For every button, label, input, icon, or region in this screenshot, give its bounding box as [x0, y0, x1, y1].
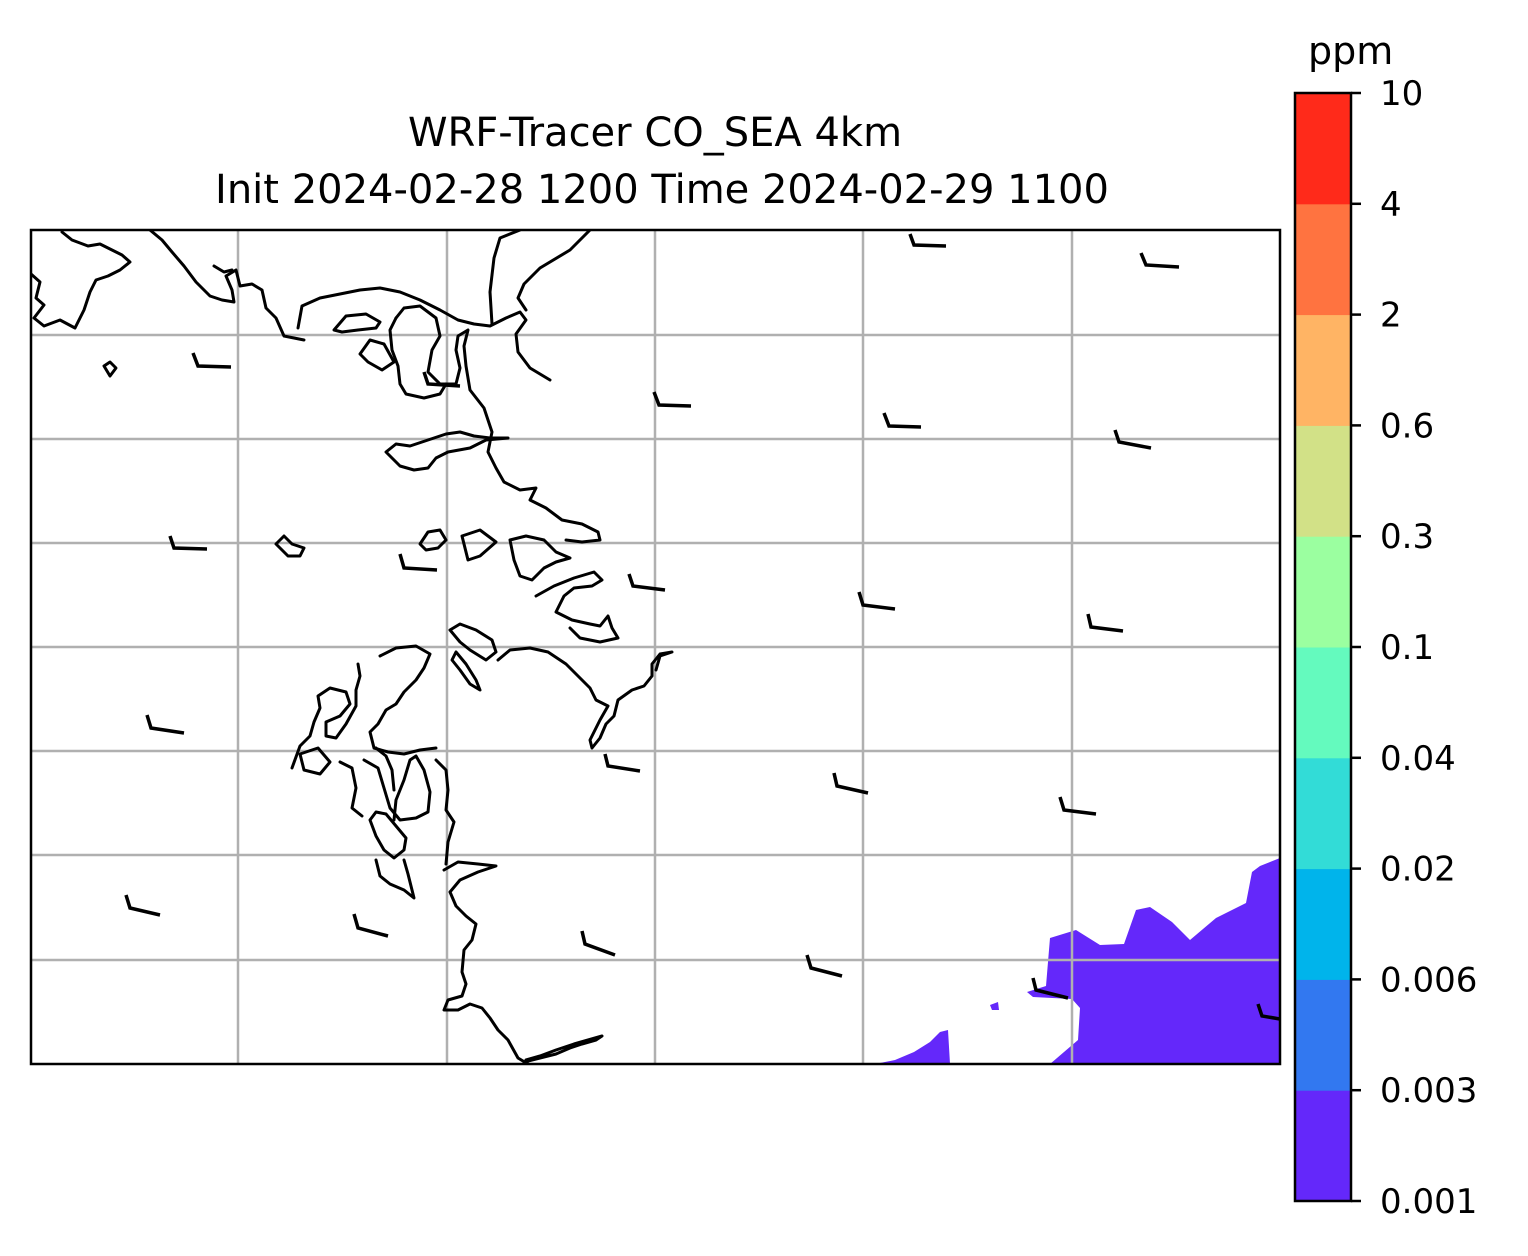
wind-barb — [1256, 1003, 1280, 1021]
colorbar: 0.001 0.003 0.006 0.02 0.04 0.1 0.3 0.6 2 4 10 ppm — [1293, 29, 1477, 1222]
colorbar-segment — [1295, 1090, 1351, 1202]
title-line-2: Init 2024-02-28 1200 Time 2024-02-29 110… — [215, 167, 1109, 213]
wind-barb — [652, 391, 692, 408]
wind-barb — [882, 412, 922, 429]
wind-barb — [145, 714, 185, 735]
wind-barb — [398, 553, 438, 572]
wind-barb — [1113, 429, 1152, 450]
colorbar-tick-label: 0.04 — [1380, 739, 1456, 779]
colorbar-tick-label: 0.001 — [1380, 1182, 1477, 1222]
colorbar-segment — [1295, 979, 1351, 1091]
colorbar-tick-label: 0.003 — [1380, 1071, 1477, 1111]
wind-barb — [603, 753, 641, 773]
colorbar-segment — [1295, 314, 1351, 426]
tracer-concentration-field — [990, 1002, 999, 1010]
colorbar-tick-label: 0.6 — [1380, 406, 1434, 446]
wind-barb — [352, 913, 389, 938]
colorbar-segment — [1295, 757, 1351, 870]
colorbar-segment — [1295, 203, 1351, 316]
colorbar-tick-label: 2 — [1380, 296, 1402, 336]
wind-barb — [1031, 977, 1069, 1000]
wind-barb — [627, 573, 666, 592]
wind-barb — [1058, 796, 1097, 816]
wind-barb — [124, 894, 161, 917]
colorbar-tick-label: 0.3 — [1380, 517, 1434, 557]
colorbar-segment — [1295, 868, 1351, 980]
wind-barb — [805, 954, 843, 978]
wind-barb — [580, 930, 616, 957]
wind-barb — [1139, 252, 1180, 269]
map-frame — [29, 228, 1282, 1066]
colorbar-tick-label: 4 — [1380, 185, 1402, 225]
colorbar-unit-label: ppm — [1308, 29, 1393, 73]
map-gridlines — [31, 230, 1280, 1064]
colorbar-tick-label: 0.02 — [1380, 850, 1456, 890]
wind-barb — [191, 352, 232, 369]
colorbar-segment — [1295, 647, 1351, 759]
colorbar-segment — [1295, 93, 1351, 205]
wind-barb — [168, 535, 208, 551]
colorbar-segment — [1295, 425, 1351, 537]
coastlines — [31, 230, 674, 1064]
colorbar-ticks: 0.001 0.003 0.006 0.02 0.04 0.1 0.3 0.6 2 4 10 — [1351, 74, 1477, 1222]
colorbar-tick-label: 0.1 — [1380, 628, 1434, 668]
title-line-1: WRF-Tracer CO_SEA 4km — [408, 110, 902, 156]
colorbar-tick-label: 10 — [1380, 74, 1423, 114]
wind-barb — [422, 371, 461, 388]
wind-barb — [1086, 613, 1124, 633]
wind-barb — [857, 591, 896, 611]
colorbar-tick-label: 0.006 — [1380, 960, 1477, 1000]
colorbar-segment — [1295, 536, 1351, 648]
colorbar-segments — [1295, 93, 1351, 1202]
wind-barbs — [124, 233, 1280, 1021]
map-panel — [29, 228, 1282, 1066]
wind-barb — [832, 772, 869, 795]
tracer-concentration-field — [875, 1030, 950, 1064]
wind-barb — [908, 233, 947, 248]
